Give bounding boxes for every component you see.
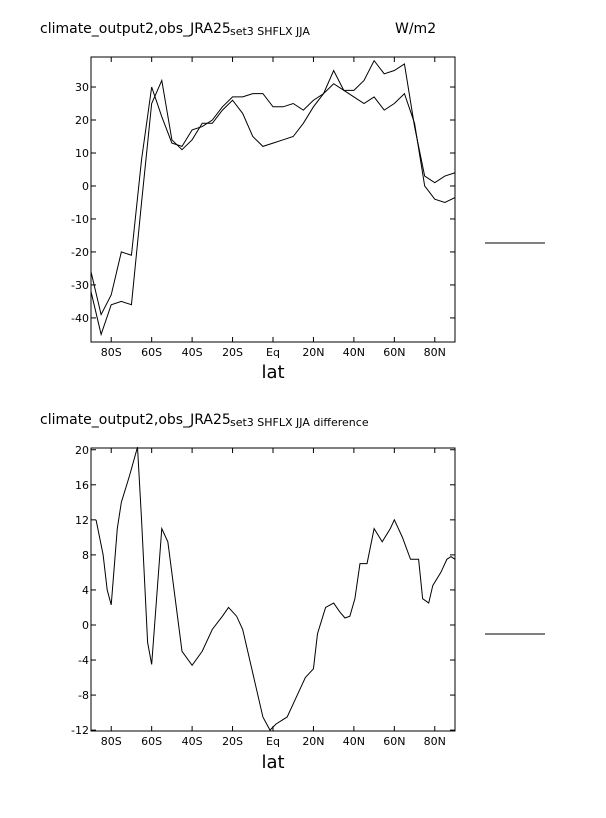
y-tick-label: -20: [71, 246, 89, 259]
y-tick-label: 20: [75, 114, 89, 127]
y-tick-label: -10: [71, 213, 89, 226]
x-tick-label: Eq: [266, 346, 280, 359]
x-tick-label: 20N: [302, 735, 324, 748]
y-tick-label: 10: [75, 147, 89, 160]
y-tick-label: -12: [71, 724, 89, 737]
x-tick-label: Eq: [266, 735, 280, 748]
y-tick-label: 0: [82, 180, 89, 193]
y-tick-label: 20: [75, 444, 89, 457]
y-tick-label: -30: [71, 279, 89, 292]
x-tick-label: 80S: [101, 735, 122, 748]
chart-subtitle: set3 SHFLX JJA difference: [230, 416, 369, 429]
y-tick-label: 0: [82, 619, 89, 632]
y-tick-label: -4: [78, 654, 89, 667]
y-tick-label: 8: [82, 549, 89, 562]
y-tick-label: 4: [82, 584, 89, 597]
y-tick-label: -40: [71, 312, 89, 325]
x-tick-label: 20S: [222, 346, 243, 359]
chart-title: climate_output2,obs_JRA25: [40, 412, 231, 428]
data-line: [90, 83, 456, 317]
x-tick-label: 40N: [343, 346, 365, 359]
units-label: W/m2: [395, 21, 436, 37]
plot-frame: [90, 56, 456, 343]
x-tick-label: 40S: [182, 346, 203, 359]
x-tick-label: 80N: [424, 346, 446, 359]
x-tick-label: 40S: [182, 735, 203, 748]
x-tick-label: 40N: [343, 735, 365, 748]
x-tick-label: 20N: [302, 346, 324, 359]
plot-frame: [90, 447, 456, 732]
x-tick-label: 80S: [101, 346, 122, 359]
x-tick-label: 60S: [141, 735, 162, 748]
chart-title: climate_output2,obs_JRA25: [40, 21, 231, 37]
x-tick-label: 20S: [222, 735, 243, 748]
x-tick-label: 60N: [383, 735, 405, 748]
x-tick-label: 60N: [383, 346, 405, 359]
data-line: [95, 446, 456, 731]
y-tick-label: -8: [78, 689, 89, 702]
y-tick-label: 12: [75, 514, 89, 527]
x-tick-label: 60S: [141, 346, 162, 359]
x-tick-label: 80N: [424, 735, 446, 748]
x-axis-label: lat: [261, 362, 284, 383]
x-axis-label: lat: [261, 752, 284, 773]
data-line: [90, 59, 456, 337]
y-tick-label: 30: [75, 81, 89, 94]
chart-subtitle: set3 SHFLX JJA: [230, 25, 310, 38]
y-tick-label: 16: [75, 479, 89, 492]
